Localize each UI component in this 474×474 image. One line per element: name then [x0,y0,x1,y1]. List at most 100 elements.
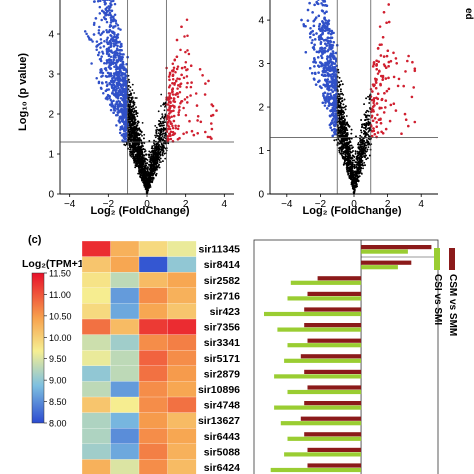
volcano-point [132,150,134,153]
volcano-point [162,117,165,119]
volcano-point [182,106,185,110]
volcano-point [176,138,180,141]
volcano-point [133,101,136,104]
volcano-point [190,129,194,133]
volcano-point [105,20,109,24]
volcano-point [148,156,150,159]
volcano-point [132,105,134,108]
volcano-point [169,130,173,133]
volcano-point [120,42,123,46]
volcano-point [151,146,154,148]
volcano-point [108,7,111,11]
volcano-point [154,136,157,139]
volcano-point [116,24,120,27]
volcano-point [114,38,118,42]
volcano-point [153,139,156,142]
volcano-point [164,106,166,108]
volcano-point [156,143,158,146]
y-tick-label: 1 [48,150,54,161]
volcano-point [130,124,133,126]
volcano-point [185,68,188,72]
volcano-point [163,124,165,127]
volcano-point [167,115,171,118]
volcano-point [166,134,170,138]
volcano-point [158,138,161,140]
volcano-point [177,111,180,114]
y-tick-label: 4 [48,30,54,41]
volcano-point [116,44,119,48]
volcano-point [133,110,136,113]
volcano-point [99,46,102,49]
volcano-point [102,30,105,33]
volcano-point [138,143,141,146]
volcano-point [176,65,180,68]
volcano-point [159,157,162,160]
volcano-point [146,187,149,190]
volcano-point [141,148,144,151]
volcano-point [215,109,218,112]
volcano-point [162,146,165,149]
volcano-point [117,41,120,44]
volcano-point [137,121,140,124]
volcano-left-ylabel: Log₁₀ (p value) [17,53,29,131]
volcano-point [147,166,149,169]
volcano-point [129,90,131,93]
volcano-point [158,159,161,162]
volcano-point [110,15,114,19]
volcano-point [115,22,118,25]
volcano-point [105,50,109,54]
volcano-point [108,49,111,52]
volcano-point [130,129,133,131]
volcano-point [185,131,188,134]
volcano-point [158,148,161,151]
volcano-point [143,137,145,140]
volcano-point [136,153,138,156]
volcano-point [378,25,382,28]
volcano-point [102,45,106,48]
volcano-point [135,113,138,116]
volcano-point [187,52,191,56]
volcano-point [186,34,189,37]
volcano-point [313,3,316,7]
volcano-point [323,29,327,33]
volcano-point [118,116,122,119]
volcano-point [173,105,176,108]
volcano-point [134,128,136,131]
volcano-point [129,103,132,105]
volcano-point [91,40,94,43]
volcano-point [174,126,178,130]
volcano-point [177,113,180,117]
volcano-point [113,65,116,68]
volcano-point [132,107,135,110]
volcano-point [153,142,155,145]
volcano-point [113,2,117,6]
volcano-point [138,156,141,159]
volcano-point [135,126,138,129]
volcano-point [150,155,153,158]
volcano-point [160,105,162,107]
volcano-point [155,149,158,152]
volcano-point [83,30,87,33]
volcano-point [146,190,149,193]
volcano-point [143,150,146,153]
volcano-point [106,0,109,1]
volcano-point [112,26,115,29]
volcano-point [109,55,113,59]
volcano-point [310,41,313,45]
volcano-point [133,160,136,163]
volcano-point [180,100,184,103]
volcano-point [186,101,189,104]
volcano-point [155,147,158,150]
volcano-point [116,104,120,107]
volcano-point [125,141,128,144]
volcano-point [97,29,101,32]
volcano-point [116,93,120,97]
volcano-point [189,85,193,89]
volcano-point [163,127,166,130]
volcano-point [119,45,122,49]
volcano-point [164,142,167,145]
volcano-point [192,133,196,137]
volcano-point [104,17,108,21]
volcano-point [145,158,148,161]
volcano-point [154,160,157,163]
